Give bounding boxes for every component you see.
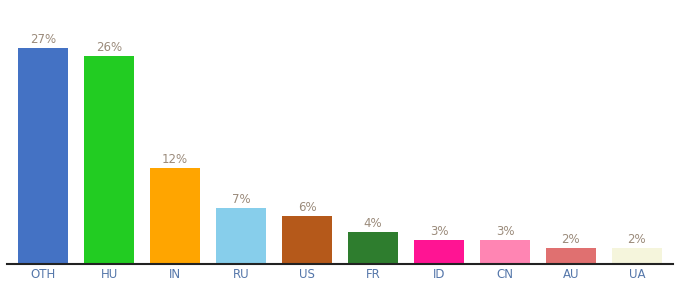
Text: 7%: 7% bbox=[232, 193, 250, 206]
Text: 3%: 3% bbox=[496, 225, 514, 238]
Bar bbox=[150, 168, 200, 264]
Bar bbox=[18, 48, 68, 264]
Text: 2%: 2% bbox=[628, 232, 646, 246]
Bar bbox=[84, 56, 134, 264]
Bar bbox=[414, 240, 464, 264]
Text: 2%: 2% bbox=[562, 232, 580, 246]
Bar bbox=[282, 216, 332, 264]
Bar bbox=[216, 208, 266, 264]
Bar bbox=[348, 232, 398, 264]
Text: 6%: 6% bbox=[298, 201, 316, 214]
Text: 26%: 26% bbox=[96, 40, 122, 54]
Bar bbox=[612, 248, 662, 264]
Text: 4%: 4% bbox=[364, 217, 382, 230]
Text: 3%: 3% bbox=[430, 225, 448, 238]
Text: 12%: 12% bbox=[162, 153, 188, 166]
Bar bbox=[480, 240, 530, 264]
Bar bbox=[546, 248, 596, 264]
Text: 27%: 27% bbox=[30, 33, 56, 46]
